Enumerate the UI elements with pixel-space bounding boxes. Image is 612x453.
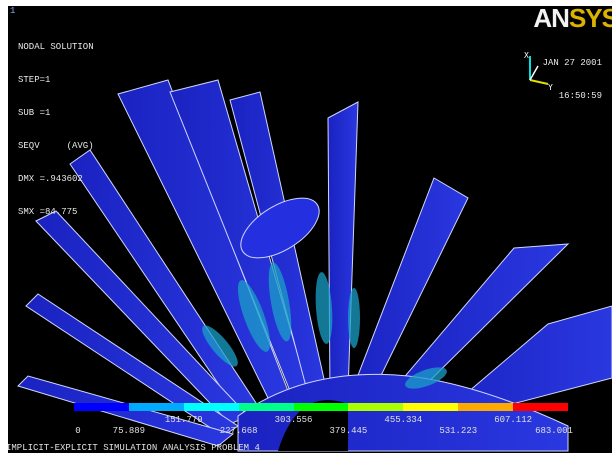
svg-text:X: X <box>524 51 529 60</box>
fan-model <box>17 79 612 452</box>
nose-cone <box>240 197 320 259</box>
legend-band <box>293 403 349 411</box>
info-dmx: DMX =.943602 <box>18 174 83 184</box>
contour <box>202 325 238 367</box>
legend-band <box>513 403 569 411</box>
graphics-viewport: 1 NODAL SOLUTION STEP=1 SUB =1 SEQV (AVG… <box>8 6 612 453</box>
info-sub: SUB =1 <box>18 108 51 118</box>
legend-label-lower: 75.889 <box>112 426 146 436</box>
legend-band <box>74 403 129 411</box>
legend-label-upper: 151.779 <box>164 415 203 425</box>
legend-label-lower: 379.445 <box>329 426 368 436</box>
legend-label-upper: 607.112 <box>494 415 533 425</box>
legend-band <box>238 403 294 411</box>
legend-label-upper: 303.556 <box>274 415 313 425</box>
contour <box>237 280 271 352</box>
hub-bore <box>278 400 348 451</box>
legend-band <box>128 403 184 411</box>
blade <box>327 101 359 395</box>
legend-label-lower: 531.223 <box>439 426 478 436</box>
contour <box>405 367 447 389</box>
legend-label-lower: 0 <box>75 426 81 436</box>
legend-label-lower: 227.668 <box>219 426 258 436</box>
date-stamp: JAN 27 2001 16:50:59 <box>543 36 602 124</box>
info-seqv: SEQV (AVG) <box>18 141 94 151</box>
time-text: 16:50:59 <box>558 91 602 101</box>
info-step: STEP=1 <box>18 75 51 85</box>
solution-info: NODAL SOLUTION STEP=1 SUB =1 SEQV (AVG) … <box>18 20 94 240</box>
legend-band <box>403 403 459 411</box>
fan-blades <box>17 79 612 452</box>
stress-contours <box>202 262 447 389</box>
info-smx: SMX =84.775 <box>18 207 78 217</box>
legend-band <box>458 403 514 411</box>
date-text: JAN 27 2001 <box>542 58 602 68</box>
contour <box>315 272 333 344</box>
legend-band <box>348 403 404 411</box>
analysis-title: IMPLICIT-EXPLICIT SIMULATION ANALYSIS PR… <box>8 443 260 453</box>
contour <box>268 262 292 342</box>
legend-label-upper: 455.334 <box>384 415 423 425</box>
svg-text:Y: Y <box>548 83 553 90</box>
contour-legend <box>74 403 569 411</box>
legend-band <box>183 403 239 411</box>
blade <box>349 177 469 403</box>
window-number: 1 <box>10 6 16 16</box>
contour <box>348 288 360 348</box>
blade <box>17 375 235 447</box>
axis-triad-icon: X Y <box>524 51 553 90</box>
solution-title: NODAL SOLUTION <box>18 42 94 52</box>
ansys-logo: ANSYS <box>533 6 612 33</box>
legend-label-lower: 683.001 <box>535 426 573 436</box>
